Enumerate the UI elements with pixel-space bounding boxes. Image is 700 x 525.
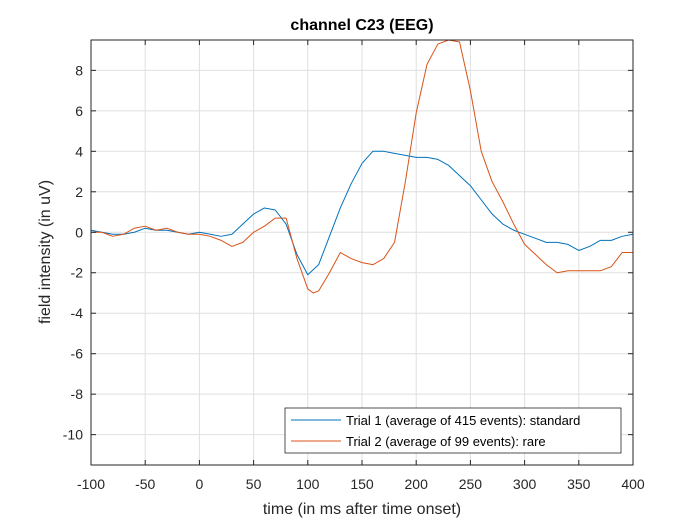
x-tick-label: 0 bbox=[196, 476, 204, 492]
x-axis-label: time (in ms after time onset) bbox=[263, 501, 461, 518]
y-tick-label: 0 bbox=[75, 224, 83, 240]
series-group bbox=[90, 39, 634, 294]
ticks: -100 -50 0 50 100 150 200 250 300 350 400 -10 -8 -6 -4… bbox=[63, 40, 645, 492]
y-tick-label: 6 bbox=[75, 103, 83, 119]
legend: Trial 1 (average of 415 events): standar… bbox=[284, 407, 622, 454]
x-tick-label: -50 bbox=[135, 476, 155, 492]
y-axis-label: field intensity (in uV) bbox=[37, 180, 54, 324]
x-tick-label: 300 bbox=[513, 476, 537, 492]
x-tick-label: -100 bbox=[77, 476, 105, 492]
x-tick-label: 200 bbox=[405, 476, 429, 492]
x-tick-label: 100 bbox=[296, 476, 320, 492]
y-tick-label: 4 bbox=[75, 143, 83, 159]
chart-title: channel C23 (EEG) bbox=[290, 17, 433, 34]
y-tick-label: -8 bbox=[71, 386, 84, 402]
series-line-trial-2 bbox=[90, 39, 634, 294]
x-tick-label: 50 bbox=[246, 476, 262, 492]
x-tick-label: 400 bbox=[621, 476, 645, 492]
legend-entry-trial-1: Trial 1 (average of 415 events): standar… bbox=[346, 413, 580, 428]
x-tick-label: 250 bbox=[459, 476, 483, 492]
y-tick-label: 8 bbox=[75, 62, 83, 78]
y-tick-label: -4 bbox=[71, 305, 84, 321]
y-tick-label: -6 bbox=[71, 346, 84, 362]
legend-entry-trial-2: Trial 2 (average of 99 events): rare bbox=[346, 434, 546, 449]
x-tick-label: 350 bbox=[567, 476, 591, 492]
y-tick-label: 2 bbox=[75, 184, 83, 200]
y-tick-label: -2 bbox=[71, 265, 84, 281]
x-tick-label: 150 bbox=[350, 476, 374, 492]
legend-box bbox=[284, 407, 622, 454]
y-tick-label: -10 bbox=[63, 427, 83, 443]
